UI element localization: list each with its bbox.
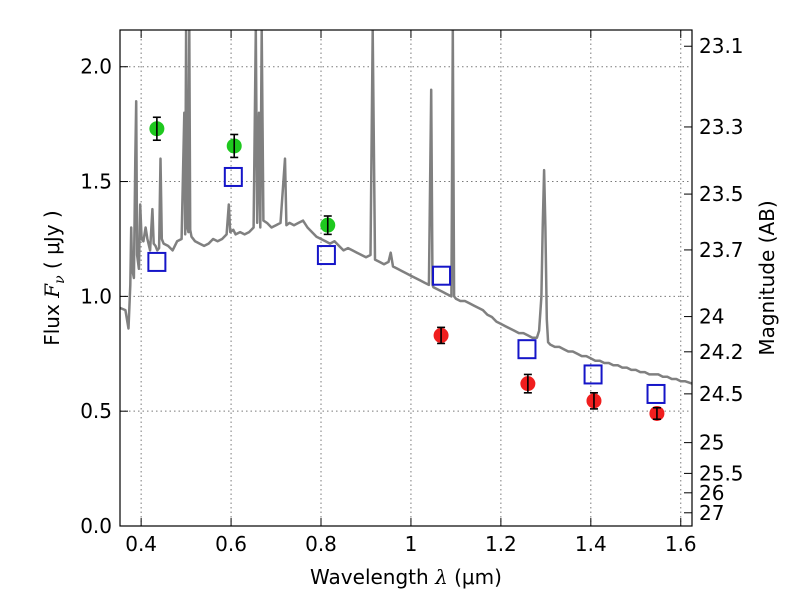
x-tick-label: 0.4	[125, 532, 157, 556]
y2-axis-label: Magnitude (AB)	[755, 200, 779, 355]
x-tick-label: 0.6	[215, 532, 247, 556]
x-axis-label: Wavelength λ (μm)	[310, 565, 502, 589]
plot-frame	[119, 29, 693, 527]
model-flux-square	[646, 383, 666, 404]
y2-tick-label: 24.5	[699, 382, 744, 406]
axis-ticks: 0.4 0.6 0.8 1 1.2 1.4 1.6 0.0 0.5 1.0 1.5 2.0 23.1 23…	[80, 30, 744, 556]
y-tick-label: 0.5	[80, 399, 112, 423]
y2-tick-label: 23.3	[699, 115, 744, 139]
y2-tick-label: 25	[699, 431, 724, 455]
y2-tick-label: 27	[699, 501, 724, 525]
model-flux-square	[316, 245, 336, 266]
x-tick-label: 0.8	[305, 532, 337, 556]
y2-tick-label: 26	[699, 481, 724, 505]
model-flux-square	[517, 339, 537, 360]
y2-tick-label: 24.2	[699, 340, 744, 364]
plot-area	[120, 30, 692, 421]
y-tick-label: 2.0	[80, 55, 112, 79]
model-flux-square	[583, 364, 603, 385]
x-tick-label: 1	[405, 532, 418, 556]
y-tick-label: 1.5	[80, 170, 112, 194]
y2-tick-label: 23.7	[699, 238, 744, 262]
grid-lines	[120, 30, 692, 527]
model-spectrum-line	[120, 30, 692, 385]
model-flux-square	[432, 265, 452, 286]
model-flux-square	[223, 166, 243, 187]
x-tick-label: 1.6	[665, 532, 697, 556]
y-tick-label: 1.0	[80, 284, 112, 308]
y2-tick-label: 23.5	[699, 182, 744, 206]
y2-tick-label: 24	[699, 305, 724, 329]
y-tick-label: 0.0	[80, 514, 112, 538]
x-tick-label: 1.2	[485, 532, 517, 556]
y2-tick-label: 23.1	[699, 34, 744, 58]
y-axis-label: Flux Fν ( μJy )	[40, 210, 68, 346]
y2-tick-label: 25.5	[699, 461, 744, 485]
x-tick-label: 1.4	[575, 532, 607, 556]
model-flux-square	[147, 251, 167, 272]
